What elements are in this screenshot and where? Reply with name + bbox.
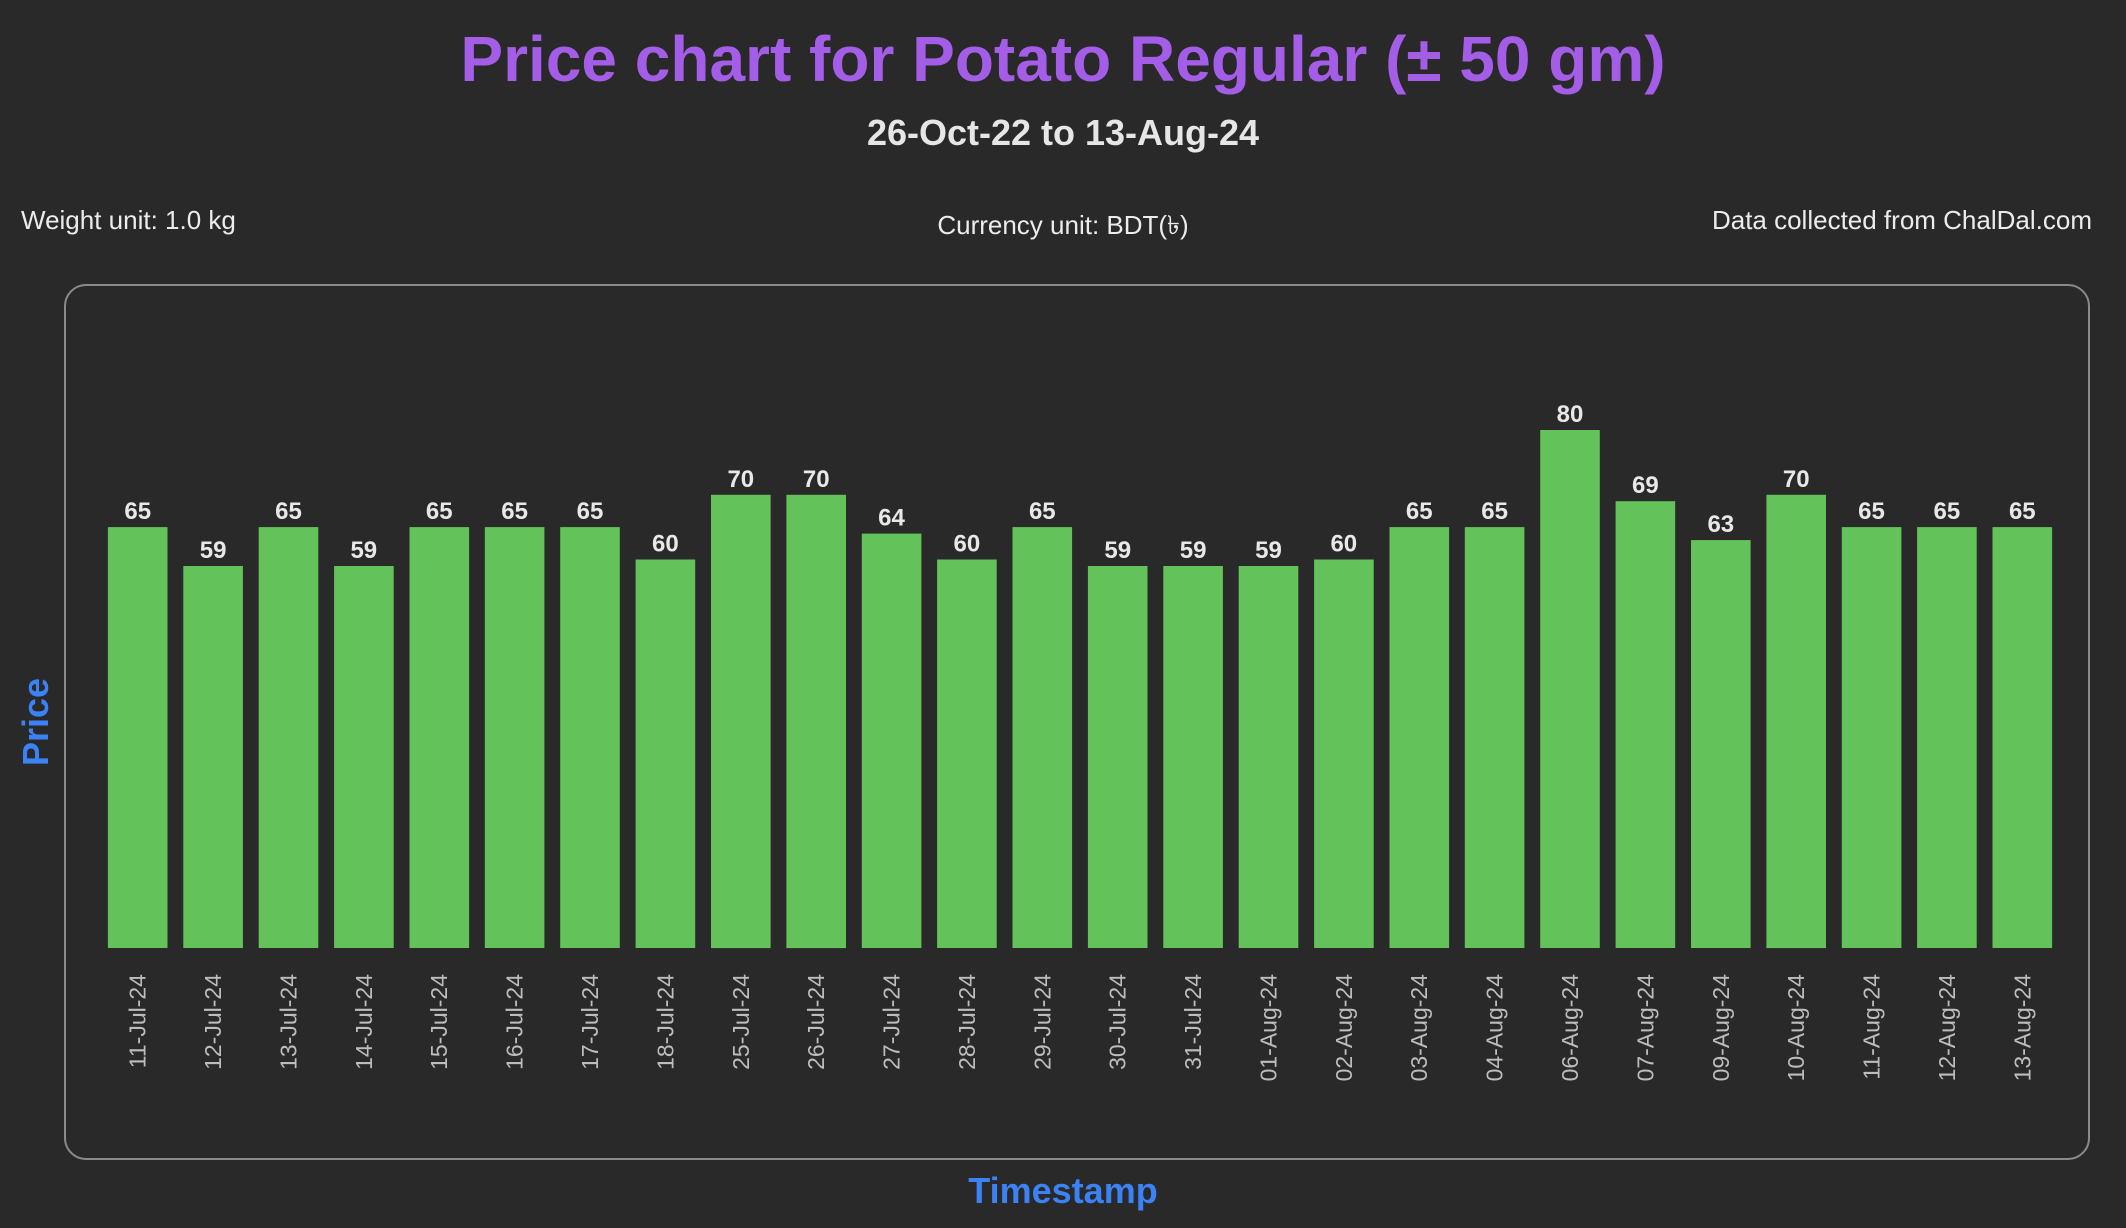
x-tick-label: 17-Jul-24 xyxy=(577,974,603,1070)
data-source-label: Data collected from ChalDal.com xyxy=(1711,205,2092,235)
bar-value-label: 60 xyxy=(652,531,679,558)
bar-value-label: 65 xyxy=(1481,498,1508,525)
x-axis-label: Timestamp xyxy=(968,1170,1158,1211)
bar-value-label: 65 xyxy=(124,498,151,525)
x-tick-label: 13-Jul-24 xyxy=(276,974,302,1070)
bar-13-Aug-24 xyxy=(1992,527,2053,948)
x-tick-label: 04-Aug-24 xyxy=(1482,974,1508,1082)
weight-unit-label: Weight unit: 1.0 kg xyxy=(21,205,236,235)
x-tick-label: 13-Aug-24 xyxy=(2009,974,2035,1082)
bar-03-Aug-24 xyxy=(1389,527,1450,948)
bar-09-Aug-24 xyxy=(1691,540,1751,948)
bar-25-Jul-24 xyxy=(711,494,771,949)
bar-13-Jul-24 xyxy=(258,527,319,948)
x-tick-label: 28-Jul-24 xyxy=(954,974,980,1070)
bar-value-label: 65 xyxy=(1406,498,1433,525)
bar-11-Jul-24 xyxy=(107,527,168,948)
bar-26-Jul-24 xyxy=(786,494,846,949)
x-tick-label: 18-Jul-24 xyxy=(652,974,678,1070)
bar-value-label: 70 xyxy=(727,466,754,493)
bar-value-label: 65 xyxy=(577,498,604,525)
bar-value-label: 59 xyxy=(200,537,227,564)
x-tick-label: 30-Jul-24 xyxy=(1105,974,1131,1070)
bar-value-label: 64 xyxy=(878,505,905,532)
x-tick-label: 09-Aug-24 xyxy=(1708,974,1734,1082)
bar-value-label: 80 xyxy=(1557,401,1584,428)
bar-value-label: 60 xyxy=(1330,531,1357,558)
bar-07-Aug-24 xyxy=(1615,501,1676,948)
bar-15-Jul-24 xyxy=(409,527,470,948)
bar-28-Jul-24 xyxy=(937,559,997,948)
x-tick-label: 27-Jul-24 xyxy=(879,974,905,1070)
x-tick-label: 25-Jul-24 xyxy=(728,974,754,1070)
bar-12-Aug-24 xyxy=(1917,527,1977,948)
bar-value-label: 65 xyxy=(275,498,302,525)
bar-11-Aug-24 xyxy=(1841,527,1902,948)
x-tick-label: 10-Aug-24 xyxy=(1783,974,1809,1082)
x-tick-label: 11-Aug-24 xyxy=(1859,974,1885,1080)
bar-29-Jul-24 xyxy=(1012,527,1073,948)
bar-01-Aug-24 xyxy=(1238,566,1299,948)
x-tick-label: 12-Jul-24 xyxy=(200,974,226,1070)
x-tick-label: 15-Jul-24 xyxy=(426,974,452,1070)
bar-value-label: 59 xyxy=(350,537,377,564)
bar-value-label: 69 xyxy=(1632,472,1659,499)
bar-06-Aug-24 xyxy=(1540,430,1600,948)
currency-unit-label: Currency unit: BDT(৳) xyxy=(937,210,1189,240)
x-tick-label: 06-Aug-24 xyxy=(1557,974,1583,1082)
bar-value-label: 63 xyxy=(1707,511,1734,538)
bar-27-Jul-24 xyxy=(861,533,922,948)
bar-value-label: 65 xyxy=(1029,498,1056,525)
bar-value-label: 59 xyxy=(1104,537,1131,564)
x-tick-label: 31-Jul-24 xyxy=(1180,974,1206,1070)
x-tick-label: 16-Jul-24 xyxy=(502,974,528,1070)
bar-value-label: 65 xyxy=(501,498,528,525)
x-tick-label: 02-Aug-24 xyxy=(1331,974,1357,1082)
bar-value-label: 70 xyxy=(803,466,830,493)
bar-value-label: 65 xyxy=(2009,498,2036,525)
bar-value-label: 65 xyxy=(1934,498,1961,525)
bar-18-Jul-24 xyxy=(635,559,696,948)
x-tick-label: 29-Jul-24 xyxy=(1029,974,1055,1070)
chart-subtitle: 26-Oct-22 to 13-Aug-24 xyxy=(866,112,1260,153)
x-tick-label: 12-Aug-24 xyxy=(1934,974,1960,1082)
bar-value-label: 65 xyxy=(1858,498,1885,525)
x-tick-label: 01-Aug-24 xyxy=(1256,974,1282,1082)
bar-04-Aug-24 xyxy=(1464,527,1525,948)
bar-31-Jul-24 xyxy=(1163,566,1223,948)
bar-30-Jul-24 xyxy=(1087,566,1148,948)
x-tick-label: 07-Aug-24 xyxy=(1632,974,1658,1082)
y-axis-label: Price xyxy=(15,677,56,767)
bar-value-label: 59 xyxy=(1255,537,1282,564)
x-tick-label: 03-Aug-24 xyxy=(1406,974,1432,1082)
bar-value-label: 59 xyxy=(1180,537,1207,564)
x-tick-label: 11-Jul-24 xyxy=(125,974,151,1068)
x-tick-label: 14-Jul-24 xyxy=(351,974,377,1070)
bar-value-label: 70 xyxy=(1783,466,1810,493)
x-tick-label: 26-Jul-24 xyxy=(803,974,829,1070)
bar-02-Aug-24 xyxy=(1314,559,1374,948)
bar-value-label: 65 xyxy=(426,498,453,525)
chart-title: Price chart for Potato Regular (± 50 gm) xyxy=(460,23,1666,95)
chart-frame xyxy=(64,284,2090,1160)
bar-10-Aug-24 xyxy=(1766,494,1826,949)
bar-17-Jul-24 xyxy=(560,527,620,948)
bar-14-Jul-24 xyxy=(334,566,394,948)
bar-value-label: 60 xyxy=(954,531,981,558)
bar-12-Jul-24 xyxy=(183,566,243,948)
bar-16-Jul-24 xyxy=(484,527,545,948)
